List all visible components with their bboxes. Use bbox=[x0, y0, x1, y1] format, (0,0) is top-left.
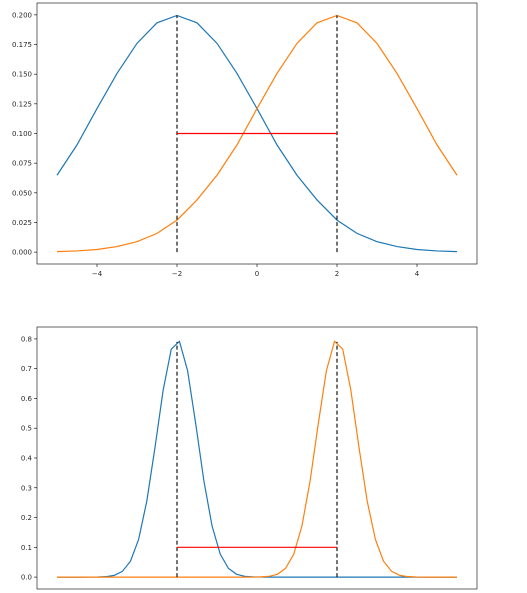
plot-frame-1 bbox=[36, 326, 478, 590]
y-tick-label-1-8: 0.8 bbox=[21, 335, 32, 343]
y-tick-label-0-7: 0.175 bbox=[12, 41, 32, 49]
y-tick-label-0-6: 0.150 bbox=[12, 71, 32, 79]
y-tick-label-1-2: 0.2 bbox=[21, 514, 32, 522]
y-tick-label-1-1: 0.1 bbox=[21, 544, 32, 552]
y-tick-label-1-3: 0.3 bbox=[21, 484, 32, 492]
bottom-chart: 0.0 0.1 0.2 0.3 0.4 0.5 0.6 0.7 0.8 bbox=[21, 326, 478, 590]
x-tick-label-0-4: 4 bbox=[415, 270, 420, 278]
series-line-1-0 bbox=[57, 340, 457, 578]
y-tick-label-0-5: 0.125 bbox=[12, 100, 32, 108]
y-tick-label-1-5: 0.5 bbox=[21, 425, 32, 433]
x-tick-label-0-3: 2 bbox=[335, 270, 339, 278]
y-tick-label-0-3: 0.075 bbox=[12, 160, 32, 168]
y-tick-label-0-0: 0.000 bbox=[12, 249, 32, 257]
y-tick-label-1-6: 0.6 bbox=[21, 395, 33, 403]
series-line-1-1 bbox=[57, 340, 457, 578]
y-tick-label-0-1: 0.025 bbox=[12, 219, 32, 227]
y-tick-label-1-0: 0.0 bbox=[21, 574, 32, 582]
x-tick-label-0-2: 0 bbox=[255, 270, 259, 278]
top-chart: 0.000 0.025 0.050 0.075 0.100 0.125 0.150 0.175… bbox=[12, 2, 478, 278]
y-tick-label-1-7: 0.7 bbox=[21, 365, 32, 373]
x-tick-label-0-1: −2 bbox=[172, 270, 182, 278]
y-tick-label-0-8: 0.200 bbox=[12, 11, 32, 19]
y-tick-label-0-2: 0.050 bbox=[12, 189, 32, 197]
y-tick-label-1-4: 0.4 bbox=[21, 455, 33, 463]
y-tick-label-0-4: 0.100 bbox=[12, 130, 32, 138]
x-tick-label-0-0: −4 bbox=[92, 270, 103, 278]
series-line-0-1 bbox=[56, 14, 458, 253]
